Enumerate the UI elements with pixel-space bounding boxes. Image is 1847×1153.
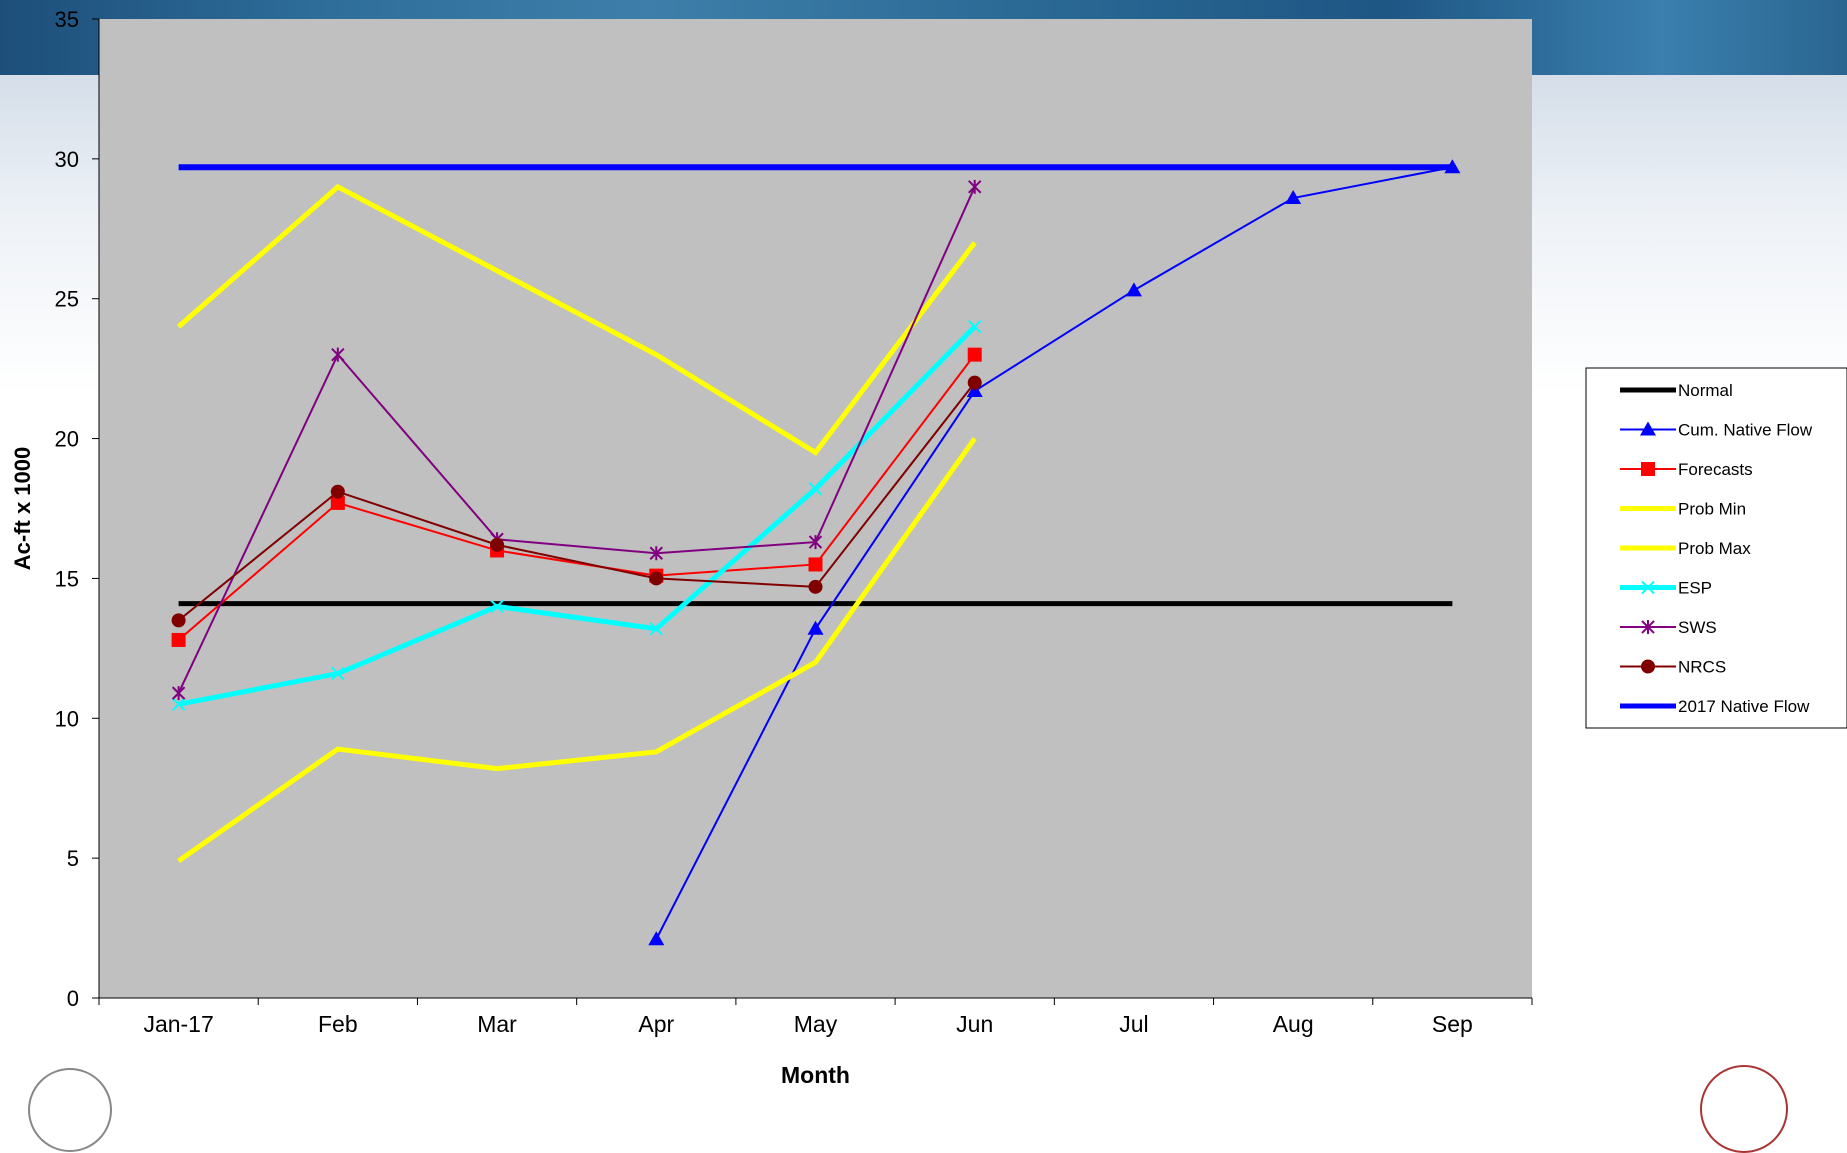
legend-label-prob-min: Prob Min [1678,500,1746,519]
x-tick-label: Jun [956,1011,993,1037]
data-point-sws [808,535,823,550]
legend-label-sws: SWS [1678,618,1717,637]
x-tick-label: May [794,1011,838,1037]
series-line-sws [177,186,976,694]
x-axis-title: Month [781,1062,850,1088]
y-tick-label: 25 [55,287,79,312]
legend-marker-sws [1641,620,1655,634]
legend-marker-nrcs [1641,659,1655,674]
data-point-nrcs [808,579,823,594]
data-point-sws [171,686,186,701]
legend-label-2017-native-flow: 2017 Native Flow [1678,697,1810,716]
legend-marker-cum-native-flow [1640,421,1656,436]
legend-label-esp: ESP [1678,579,1712,598]
data-point-cum-native-flow [1125,282,1142,297]
data-point-forecasts [808,557,823,572]
data-point-esp [808,482,823,496]
legend-label-forecasts: Forecasts [1678,460,1753,479]
y-tick-label: 15 [55,566,79,591]
series-line-cum-native-flow [655,166,1453,940]
series-line-prob-max [176,183,977,456]
data-point-forecasts [967,347,982,362]
legend-marker-forecasts [1641,462,1655,476]
legend-label-cum-native-flow: Cum. Native Flow [1678,421,1813,440]
y-tick-label: 10 [55,706,79,731]
legend-marker-esp [1641,580,1655,595]
y-tick-label: 20 [55,427,79,452]
data-point-nrcs [649,571,664,586]
data-point-sws [331,347,345,362]
data-point-esp [968,319,982,334]
data-point-cum-native-flow [648,931,665,946]
x-tick-label: Sep [1432,1011,1473,1037]
data-point-esp [490,599,504,614]
line-chart: 0 5 10 15 20 25 30 35 Jan-17 Feb Mar Apr May Jun Jul Au… [10,7,1847,1088]
legend-label-nrcs: NRCS [1678,658,1726,677]
data-point-forecasts [330,495,345,510]
data-point-nrcs [967,375,982,390]
x-tick-label: Apr [638,1011,674,1037]
x-tick-label: Jan-17 [143,1011,213,1037]
x-tick-label: Aug [1273,1011,1314,1037]
series-line-esp [178,324,977,707]
x-tick-label: Jul [1119,1011,1148,1037]
y-tick-label: 35 [55,7,79,32]
y-tick-label: 5 [67,846,79,871]
x-tick-label: Feb [318,1011,358,1037]
data-point-cum-native-flow [966,383,983,398]
y-tick-label: 0 [67,986,79,1011]
data-point-esp [331,666,345,681]
legend-label-prob-max: Prob Max [1678,539,1751,558]
data-point-sws [968,179,982,194]
data-point-esp [649,622,663,636]
data-point-cum-native-flow [807,620,824,635]
data-point-sws [649,546,663,561]
data-point-nrcs [490,537,505,552]
x-tick-label: Mar [477,1011,517,1037]
data-point-forecasts [171,632,186,647]
series-line-nrcs [177,382,976,622]
series-line-prob-min [177,437,977,863]
series-line-forecasts [177,354,976,641]
data-point-esp [171,697,186,712]
legend-label-normal: Normal [1678,381,1733,400]
data-point-cum-native-flow [1285,190,1302,205]
y-axis-title: Ac-ft x 1000 [10,447,35,571]
data-point-nrcs [330,484,345,499]
data-point-nrcs [171,613,186,628]
y-tick-label: 30 [55,147,79,172]
